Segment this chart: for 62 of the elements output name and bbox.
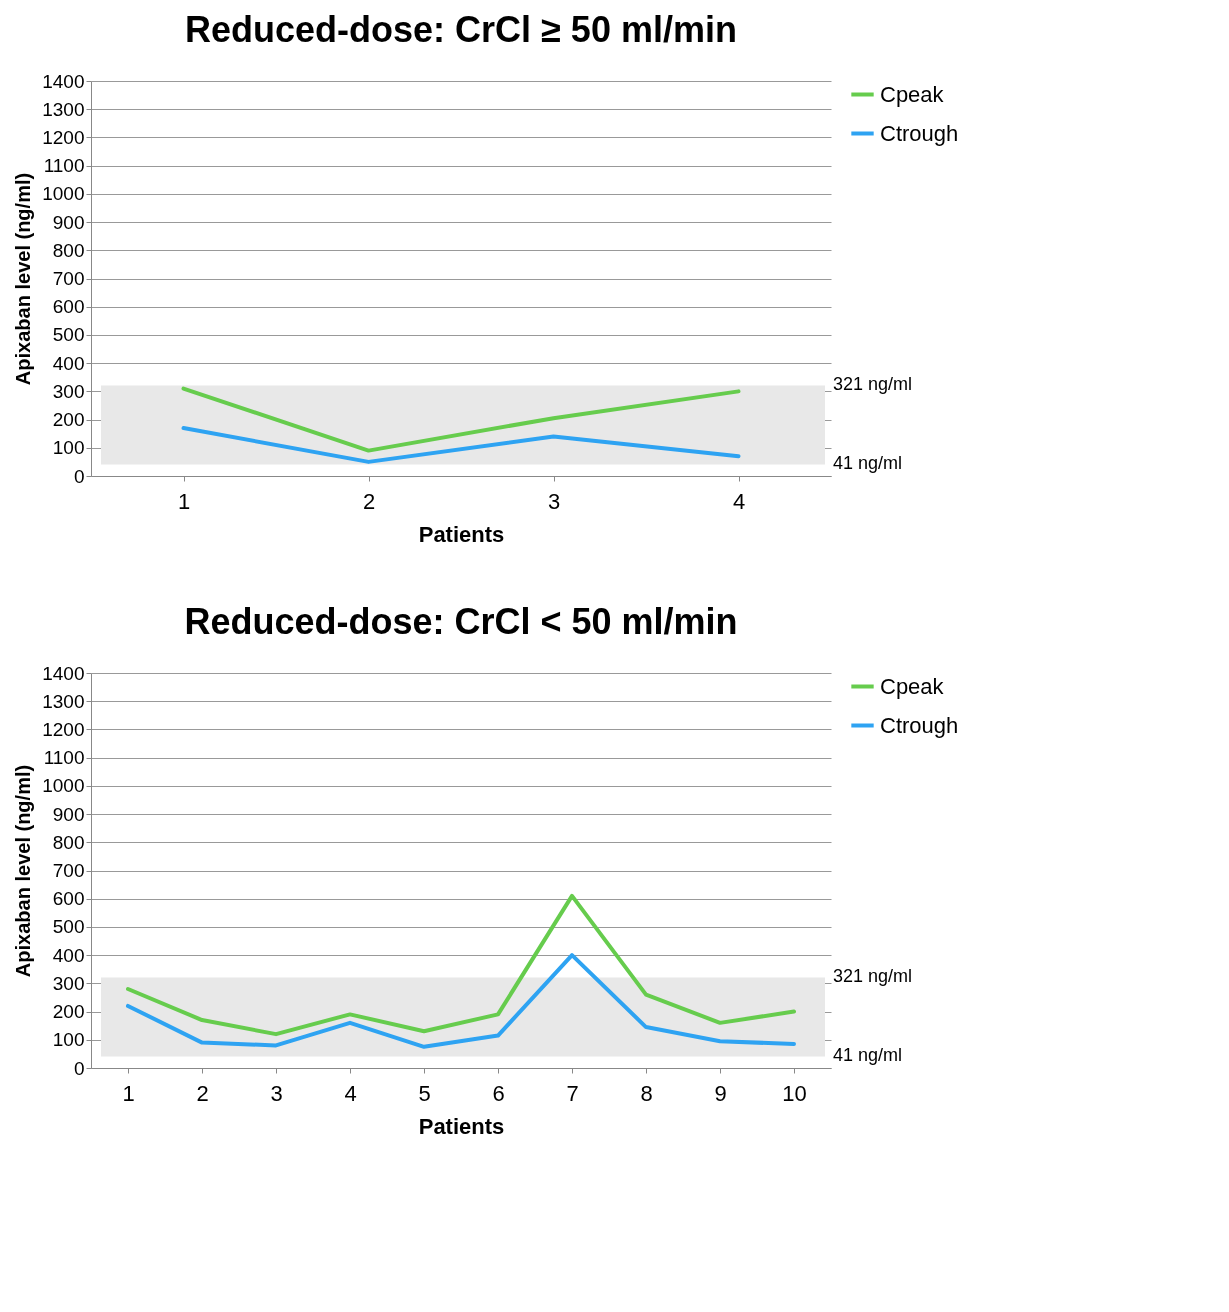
y-tick-label: 300 xyxy=(52,380,85,402)
y-tick-label: 700 xyxy=(52,860,85,881)
x-tick-label: 10 xyxy=(782,1080,807,1106)
x-tick-label: 9 xyxy=(714,1080,727,1106)
y-tick-label: 1300 xyxy=(42,690,85,712)
text: 321 ng/ml xyxy=(833,374,913,395)
y-tick-label: 500 xyxy=(52,324,85,346)
line-series xyxy=(126,893,796,1037)
y-tick-label: 1000 xyxy=(42,775,85,797)
text: 41 ng/ml xyxy=(833,1045,903,1066)
x-tick-label: 7 xyxy=(566,1080,579,1106)
y-tick-label: 400 xyxy=(52,352,85,374)
line-series xyxy=(181,426,741,464)
y-tick-label: 600 xyxy=(52,888,85,910)
line-series xyxy=(126,953,796,1049)
y-tick-label: 700 xyxy=(52,268,85,289)
y-tick-label: 1200 xyxy=(42,718,85,740)
y-tick-label: 800 xyxy=(52,239,85,261)
x-tick-label: 1 xyxy=(122,1080,135,1106)
text: 321 ng/ml xyxy=(833,966,913,987)
y-tick-label: 900 xyxy=(52,211,85,233)
y-tick-label: 1300 xyxy=(42,98,85,120)
x-tick-label: 6 xyxy=(492,1080,505,1106)
legend-label: Cpeak xyxy=(880,81,945,107)
legend-label: Ctrough xyxy=(880,120,959,146)
y-tick-label: 100 xyxy=(52,1029,85,1051)
y-tick-label: 1000 xyxy=(42,183,85,205)
y-tick-label: 1400 xyxy=(42,662,85,684)
y-tick-label: 1200 xyxy=(42,126,85,148)
y-tick-label: 800 xyxy=(52,831,85,853)
y-tick-label: 0 xyxy=(73,1057,85,1079)
y-axis-title: Apixaban level (ng/ml) xyxy=(12,172,35,386)
x-tick-label: 1 xyxy=(177,488,191,514)
x-tick-label: 2 xyxy=(362,488,376,514)
x-tick-label: 2 xyxy=(196,1080,209,1106)
y-tick-label: 500 xyxy=(52,916,85,938)
y-tick-label: 400 xyxy=(52,944,85,966)
x-tick-label: 3 xyxy=(547,488,561,514)
y-tick-label: 0 xyxy=(73,465,85,487)
y-tick-label: 1100 xyxy=(43,155,85,177)
y-tick-label: 200 xyxy=(52,409,85,431)
x-tick-label: 5 xyxy=(418,1080,431,1106)
y-tick-label: 1100 xyxy=(43,747,85,769)
legend-label: Ctrough xyxy=(880,712,959,738)
chart-title: Reduced-dose: CrCl ≥ 50 ml/min xyxy=(185,9,737,50)
x-tick-label: 4 xyxy=(732,488,746,514)
x-tick-label: 3 xyxy=(270,1080,283,1106)
legend-label: Cpeak xyxy=(880,673,945,699)
chart-title: Reduced-dose: CrCl < 50 ml/min xyxy=(184,601,738,642)
y-tick-label: 900 xyxy=(52,803,85,825)
text: 41 ng/ml xyxy=(833,453,903,474)
y-axis-title: Apixaban level (ng/ml) xyxy=(12,764,35,978)
y-tick-label: 300 xyxy=(52,972,85,994)
x-tick-label: 4 xyxy=(344,1080,357,1106)
y-tick-label: 600 xyxy=(52,296,85,318)
x-axis-title: Patients xyxy=(418,1113,505,1139)
y-tick-label: 1400 xyxy=(42,70,85,92)
y-tick-label: 100 xyxy=(52,437,85,459)
line-series xyxy=(181,386,741,453)
y-tick-label: 200 xyxy=(52,1001,85,1023)
x-axis-title: Patients xyxy=(418,521,505,547)
x-tick-label: 8 xyxy=(640,1080,653,1106)
